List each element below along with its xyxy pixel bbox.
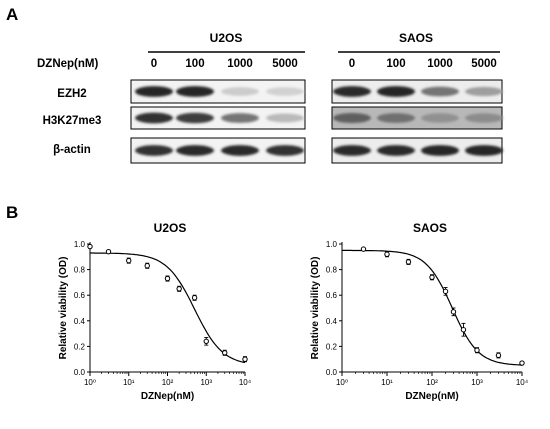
blot-band bbox=[421, 145, 459, 156]
y-tick-label: 1.0 bbox=[74, 240, 86, 249]
data-point bbox=[519, 360, 525, 366]
x-axis-title: DZNep(nM) bbox=[141, 391, 194, 402]
data-point bbox=[474, 347, 480, 353]
y-axis-title: Relative viability (OD) bbox=[310, 257, 321, 360]
western-blot-panel: A U2OS SAOS DZNep(nM) 0 100 1000 5000 0 100 10… bbox=[6, 5, 503, 164]
x-tick-label: 10¹ bbox=[123, 378, 135, 387]
blot-band bbox=[377, 86, 415, 97]
x-tick-label: 10³ bbox=[471, 378, 483, 387]
treatment-label: DZNep(nM) bbox=[37, 58, 98, 70]
dose-label: 100 bbox=[386, 58, 405, 70]
chart-title: SAOS bbox=[413, 221, 447, 235]
y-tick-label: 0.8 bbox=[326, 266, 338, 275]
y-tick-label: 0.4 bbox=[74, 317, 86, 326]
data-point bbox=[242, 356, 248, 362]
panel-a-letter: A bbox=[6, 5, 18, 24]
blot-band bbox=[266, 145, 304, 156]
data-point bbox=[222, 350, 228, 356]
x-tick-label: 10² bbox=[426, 378, 438, 387]
blot-frame bbox=[130, 79, 306, 104]
dose-label: 5000 bbox=[272, 58, 298, 70]
dose-label: 0 bbox=[151, 58, 157, 70]
blot-band bbox=[266, 87, 304, 96]
blot-band bbox=[421, 86, 459, 97]
blot-band bbox=[135, 145, 173, 156]
data-point bbox=[429, 274, 435, 280]
cell-line-header-u2os: U2OS bbox=[210, 31, 243, 45]
y-tick-label: 0.0 bbox=[326, 368, 338, 377]
viability-chart-u2os: U2OS 0.0 0.2 0.4 0.6 0.8 1.0 10⁰ 10¹ 10² 10³ 10⁴ DZN… bbox=[58, 221, 252, 402]
data-point bbox=[126, 257, 132, 264]
blot-frame bbox=[130, 106, 306, 130]
x-tick-label: 10¹ bbox=[381, 378, 393, 387]
row-label-h3k27me3: H3K27me3 bbox=[43, 115, 102, 127]
row-label-beta-actin: β-actin bbox=[53, 144, 91, 156]
x-tick-label: 10³ bbox=[200, 378, 212, 387]
cell-line-header-saos: SAOS bbox=[399, 31, 433, 45]
y-tick-label: 0.2 bbox=[326, 342, 338, 351]
data-point bbox=[405, 259, 412, 265]
blot-band bbox=[465, 145, 503, 156]
y-tick-label: 1.0 bbox=[326, 240, 338, 249]
dose-label: 100 bbox=[185, 58, 204, 70]
x-axis-title: DZNep(nM) bbox=[405, 391, 458, 402]
blot-band bbox=[135, 86, 173, 97]
y-tick-label: 0.6 bbox=[326, 291, 338, 300]
row-label-ezh2: EZH2 bbox=[57, 88, 86, 100]
blot-band bbox=[176, 145, 214, 156]
y-tick-label: 0.8 bbox=[74, 266, 86, 275]
blot-band bbox=[266, 113, 304, 123]
dose-label: 5000 bbox=[471, 58, 497, 70]
y-tick-label: 0.2 bbox=[74, 342, 86, 351]
blot-band bbox=[333, 112, 371, 124]
blot-band bbox=[333, 86, 371, 97]
y-tick-label: 0.4 bbox=[326, 317, 338, 326]
data-point bbox=[87, 243, 93, 250]
data-point bbox=[384, 251, 390, 257]
fit-curve bbox=[342, 249, 523, 366]
blot-band bbox=[176, 112, 214, 124]
blot-band bbox=[221, 113, 259, 123]
y-tick-label: 0.6 bbox=[74, 291, 86, 300]
dose-label: 0 bbox=[349, 58, 355, 70]
x-tick-label: 10⁴ bbox=[516, 378, 529, 387]
blot-band bbox=[135, 112, 173, 124]
data-point bbox=[164, 275, 171, 282]
dose-label: 1000 bbox=[227, 58, 253, 70]
x-tick-label: 10⁰ bbox=[336, 378, 348, 387]
data-point bbox=[442, 288, 449, 295]
y-tick-label: 0.0 bbox=[74, 368, 86, 377]
data-point bbox=[460, 327, 467, 333]
data-point bbox=[450, 309, 457, 315]
dose-label: 1000 bbox=[427, 58, 453, 70]
data-point bbox=[191, 295, 198, 301]
y-axis-title: Relative viability (OD) bbox=[58, 257, 69, 360]
viability-chart-saos: SAOS 0.0 0.2 0.4 0.6 0.8 1.0 10⁰ 10¹ 10² 10³ 10⁴ DZN… bbox=[310, 221, 529, 402]
chart-title: U2OS bbox=[154, 221, 187, 235]
data-point bbox=[495, 352, 502, 359]
blot-band bbox=[377, 145, 415, 156]
blot-band bbox=[333, 145, 371, 156]
panel-b-letter: B bbox=[6, 203, 18, 222]
data-point bbox=[176, 286, 182, 292]
blot-band bbox=[377, 113, 415, 123]
data-point bbox=[360, 246, 367, 252]
data-point bbox=[105, 248, 112, 255]
blot-band bbox=[176, 86, 214, 97]
data-point bbox=[144, 263, 150, 269]
blot-band bbox=[465, 113, 503, 123]
blot-band bbox=[465, 86, 503, 97]
fit-curve bbox=[90, 252, 246, 364]
data-point bbox=[203, 338, 209, 344]
x-tick-label: 10⁰ bbox=[84, 378, 96, 387]
blot-band bbox=[221, 145, 259, 156]
blot-band bbox=[221, 87, 259, 96]
x-tick-label: 10⁴ bbox=[239, 378, 252, 387]
blot-band bbox=[421, 113, 459, 123]
x-tick-label: 10² bbox=[162, 378, 174, 387]
